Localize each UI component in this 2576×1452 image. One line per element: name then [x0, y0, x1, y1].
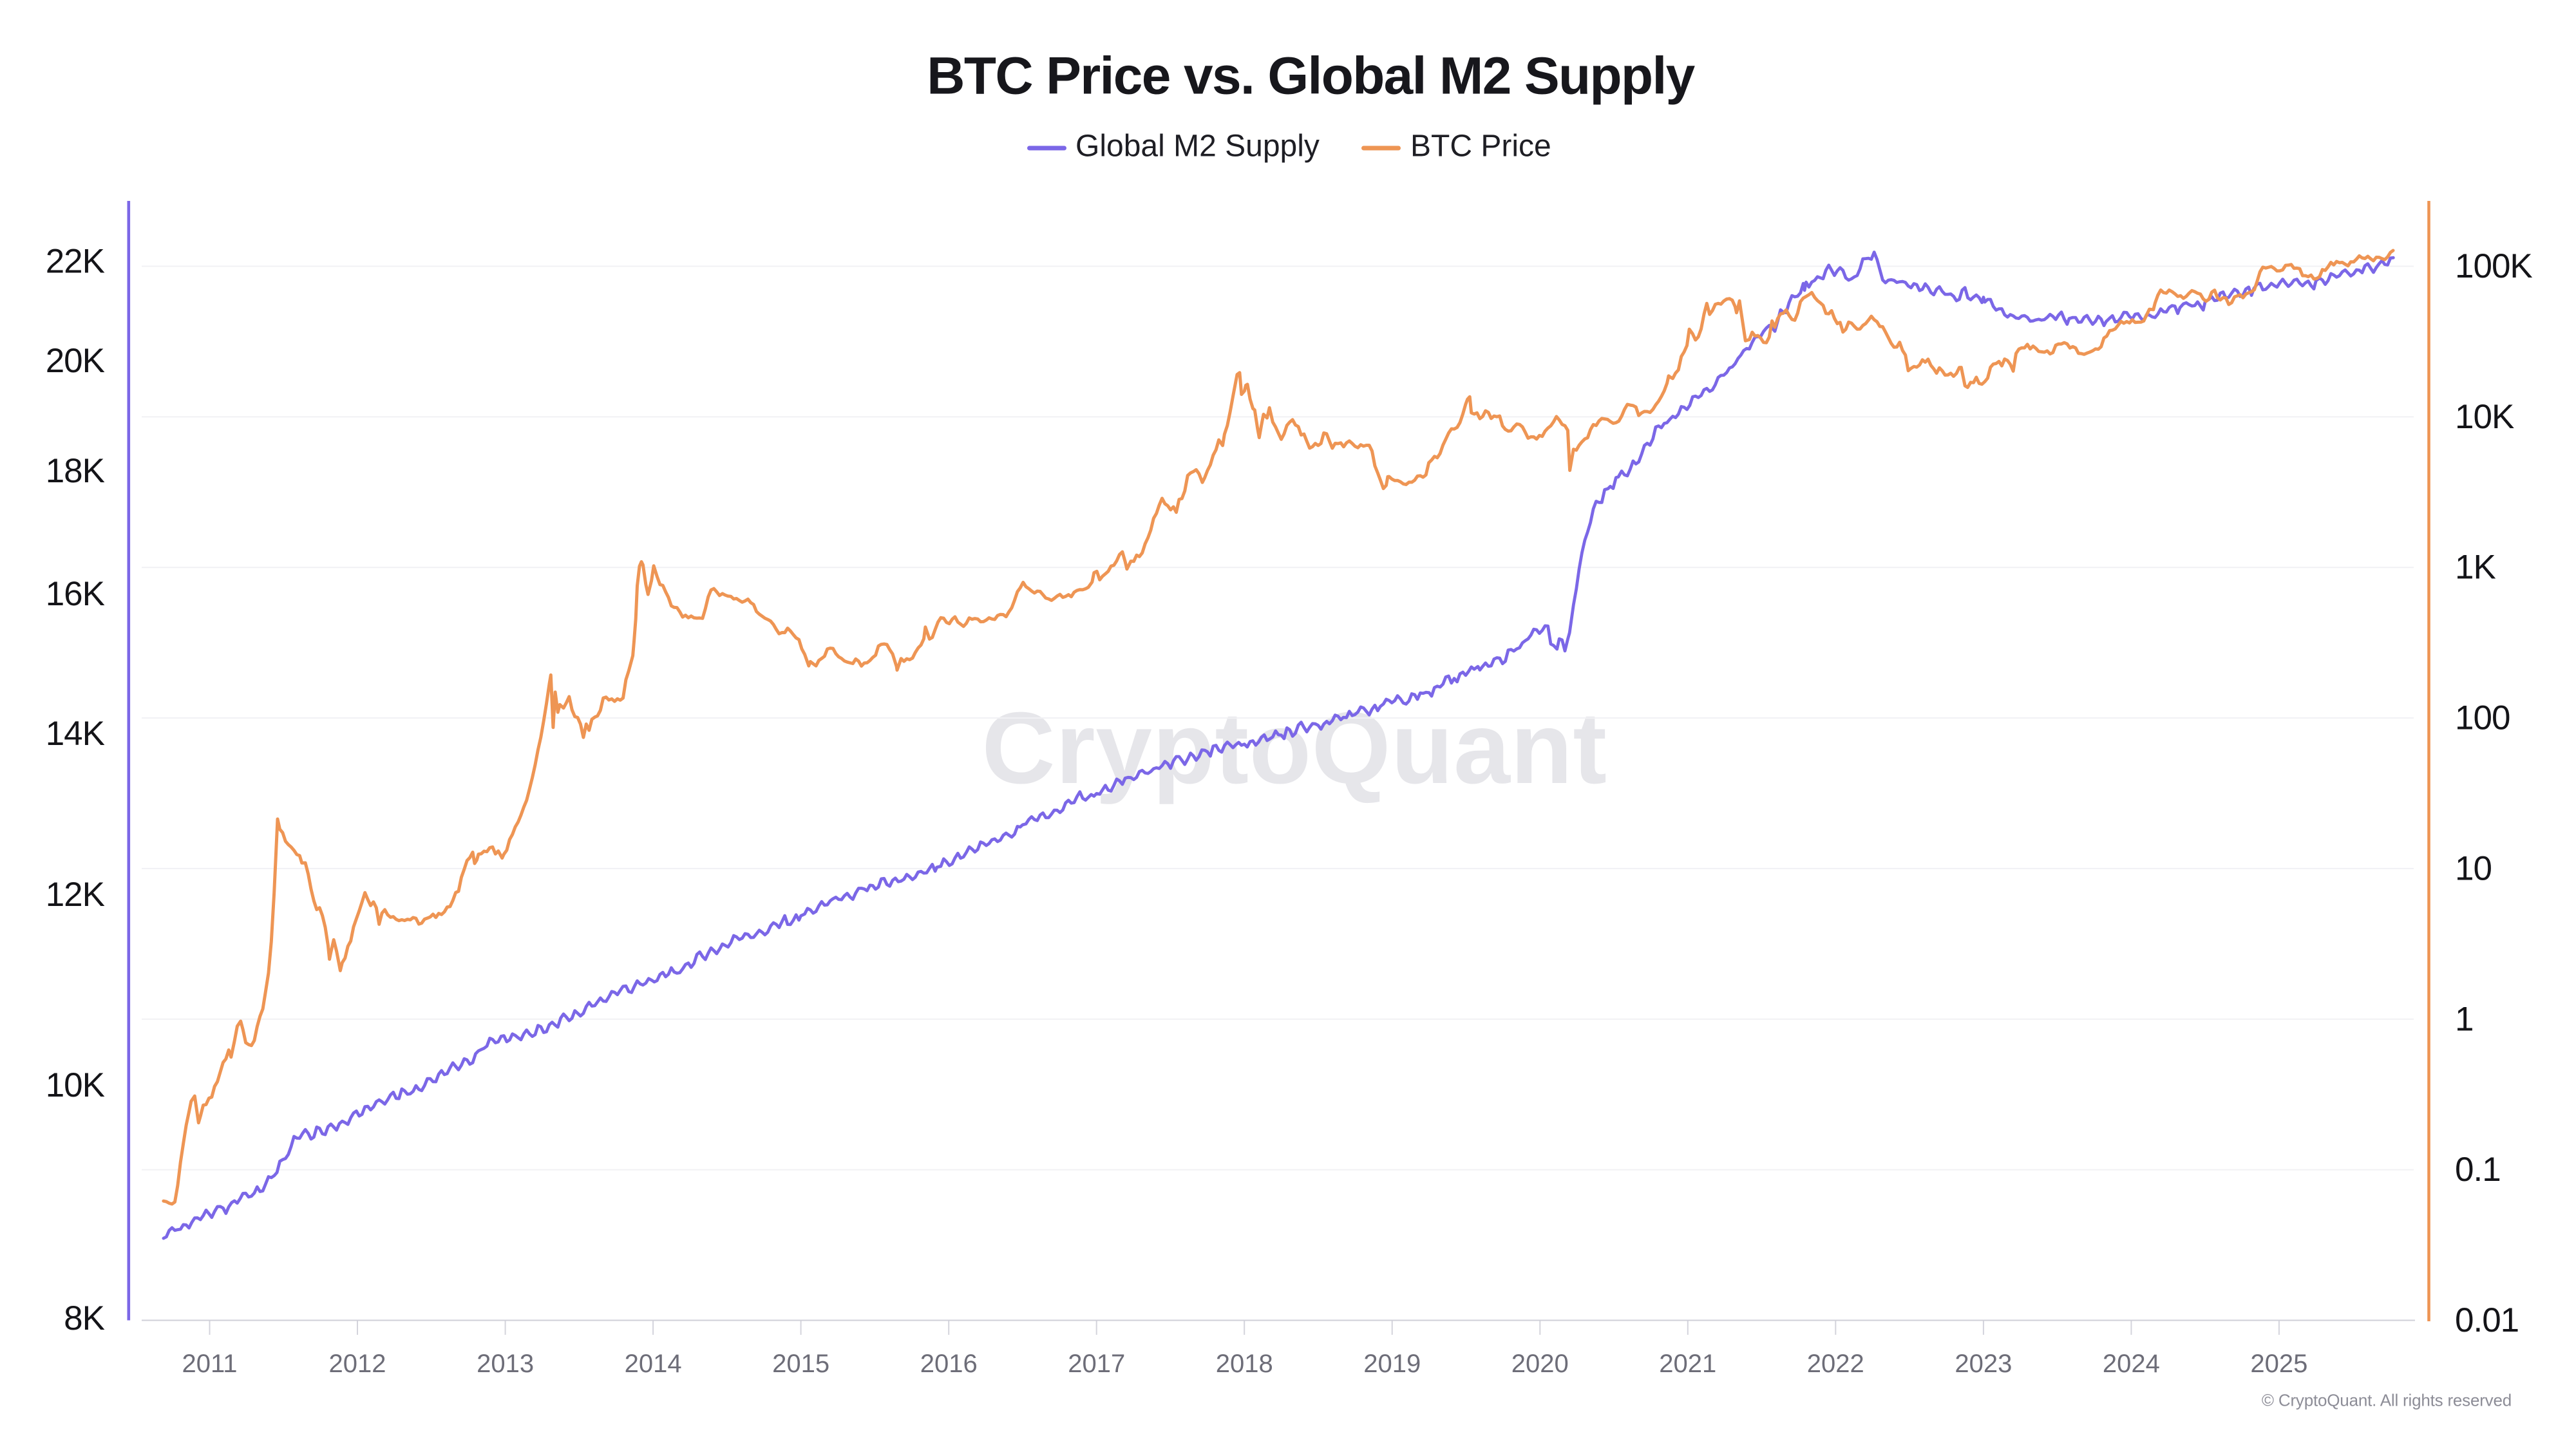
svg-text:2017: 2017 [1068, 1350, 1125, 1378]
svg-text:2024: 2024 [2103, 1350, 2160, 1378]
svg-text:2019: 2019 [1363, 1350, 1421, 1378]
svg-text:18K: 18K [46, 452, 105, 490]
svg-text:BTC Price: BTC Price [1410, 129, 1551, 164]
svg-text:14K: 14K [46, 715, 105, 753]
svg-text:Global M2 Supply: Global M2 Supply [1075, 129, 1320, 164]
svg-text:CryptoQuant: CryptoQuant [981, 692, 1607, 805]
svg-text:0.01: 0.01 [2455, 1301, 2519, 1339]
svg-text:22K: 22K [46, 242, 105, 280]
svg-text:0.1: 0.1 [2455, 1151, 2501, 1189]
svg-text:2023: 2023 [1955, 1350, 2012, 1378]
svg-text:20K: 20K [46, 342, 105, 380]
svg-text:2014: 2014 [625, 1350, 682, 1378]
svg-text:1: 1 [2455, 1000, 2473, 1038]
svg-text:2016: 2016 [920, 1350, 978, 1378]
svg-text:2011: 2011 [182, 1350, 237, 1378]
svg-text:8K: 8K [64, 1299, 104, 1337]
svg-text:16K: 16K [46, 575, 105, 613]
svg-text:10K: 10K [2455, 398, 2514, 436]
svg-text:2015: 2015 [772, 1350, 829, 1378]
svg-text:© CryptoQuant. All rights rese: © CryptoQuant. All rights reserved [2262, 1391, 2512, 1410]
svg-text:10: 10 [2455, 850, 2492, 888]
svg-text:2022: 2022 [1807, 1350, 1864, 1378]
svg-text:10K: 10K [46, 1066, 105, 1104]
svg-text:1K: 1K [2455, 549, 2496, 587]
svg-text:2012: 2012 [329, 1350, 386, 1378]
svg-text:12K: 12K [46, 876, 105, 914]
svg-text:2025: 2025 [2250, 1350, 2307, 1378]
svg-text:BTC Price vs. Global M2 Supply: BTC Price vs. Global M2 Supply [927, 47, 1695, 106]
svg-text:2018: 2018 [1216, 1350, 1273, 1378]
svg-text:100K: 100K [2455, 247, 2532, 285]
svg-text:2013: 2013 [477, 1350, 534, 1378]
svg-text:100: 100 [2455, 699, 2510, 737]
svg-text:2021: 2021 [1659, 1350, 1716, 1378]
svg-text:2020: 2020 [1511, 1350, 1569, 1378]
